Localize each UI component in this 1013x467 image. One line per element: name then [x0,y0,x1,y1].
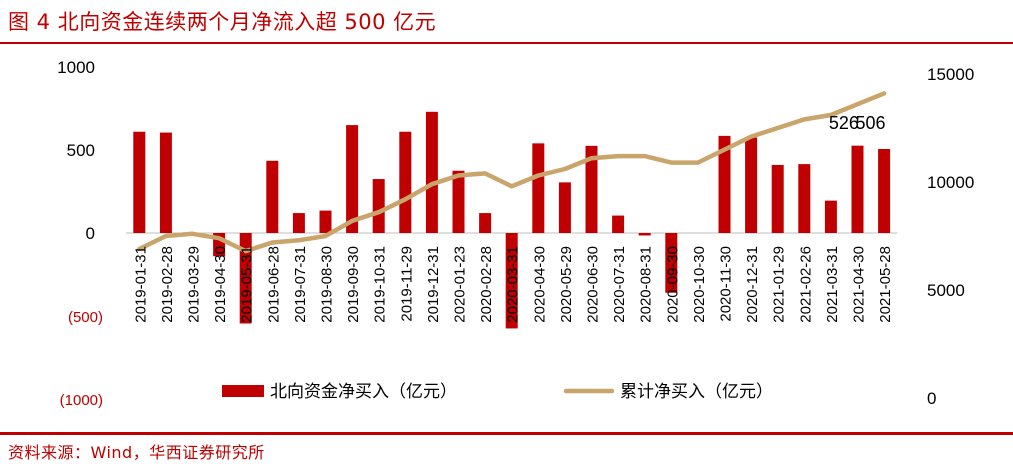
x-tick-label: 2019-12-31 [425,246,442,323]
legend-label-cumulative: 累计净买入（亿元） [620,382,773,402]
y-right-tick-label: 10000 [927,173,974,192]
x-tick-label: 2021-04-30 [851,246,868,323]
x-tick-label: 2019-04-30 [212,246,229,323]
figure-title: 图 4 北向资金连续两个月净流入超 500 亿元 [8,10,437,34]
x-tick-label: 2019-01-31 [132,246,149,323]
y-right-tick-label: 15000 [927,65,974,84]
x-tick-label: 2020-07-31 [611,246,628,323]
x-tick-label: 2020-01-23 [452,246,469,323]
bar-net-buy [399,131,412,233]
source-note: 资料来源：Wind，华西证券研究所 [8,443,265,462]
chart: 10005000(500)(1000)1500010000500002019-0… [57,58,974,409]
bar-net-buy [612,215,625,233]
bar-net-buy [745,137,758,233]
top-rule [0,42,1013,44]
bar-net-buy [532,143,545,233]
bar-net-buy [878,149,891,233]
bar-net-buy [479,213,492,233]
x-tick-label: 2020-09-30 [664,246,681,323]
x-tick-label: 2019-05-31 [239,246,256,323]
bar-net-buy [558,182,571,233]
x-tick-label: 2019-11-29 [398,246,415,322]
bar-net-buy [638,233,651,236]
legend-swatch-net-buy [222,385,264,397]
x-tick-label: 2019-10-31 [372,246,389,323]
x-tick-label: 2020-08-31 [638,246,655,323]
x-tick-label: 2020-05-29 [558,246,575,323]
legend-label-net-buy: 北向资金净买入（亿元） [270,382,457,402]
x-tick-label: 2019-03-29 [186,246,203,323]
y-left-tick-label: (1000) [60,392,103,409]
bar-net-buy [372,179,385,233]
bar-net-buy [292,213,305,233]
bar-net-buy [319,210,332,233]
x-tick-label: 2021-03-31 [824,246,841,323]
x-tick-label: 2021-01-29 [771,246,788,323]
y-left-tick-label: 500 [67,141,95,160]
x-tick-label: 2021-05-28 [877,246,894,323]
bar-net-buy [239,233,252,324]
bar-net-buy [851,145,864,233]
x-tick-label: 2019-02-28 [159,246,176,323]
bar-net-buy [771,164,784,233]
data-label: 506 [855,113,885,133]
y-right-tick-label: 0 [927,389,936,408]
y-left-tick-label: 0 [86,224,95,243]
bottom-rule [0,432,1013,435]
bar-net-buy [425,111,438,233]
bar-net-buy [665,233,678,293]
bar-net-buy [452,170,465,233]
x-tick-label: 2019-09-30 [345,246,362,323]
bar-net-buy [266,160,279,233]
y-right-tick-label: 5000 [927,281,965,300]
x-tick-label: 2019-08-30 [319,246,336,323]
bar-net-buy [346,125,359,233]
line-cumulative [137,91,887,254]
x-tick-label: 2020-04-30 [531,246,548,323]
bar-net-buy [824,200,837,233]
bar-net-buy [159,132,172,233]
bar-net-buy [718,135,731,233]
bar-net-buy [585,145,598,233]
x-tick-label: 2019-07-31 [292,246,309,323]
bar-net-buy [798,164,811,233]
x-tick-label: 2019-06-28 [265,246,282,323]
bar-net-buy [133,131,146,233]
y-left-tick-label: 1000 [57,58,95,77]
x-tick-label: 2020-12-31 [744,246,761,323]
x-tick-label: 2020-02-28 [478,246,495,323]
x-tick-label: 2020-11-30 [718,246,735,322]
x-tick-label: 2020-10-30 [691,246,708,323]
x-tick-label: 2021-02-26 [797,246,814,323]
bar-net-buy [505,233,518,329]
x-tick-label: 2020-03-31 [505,246,522,323]
y-left-tick-label: (500) [68,309,103,326]
data-label: 526 [829,113,859,133]
x-tick-label: 2020-06-30 [585,246,602,323]
